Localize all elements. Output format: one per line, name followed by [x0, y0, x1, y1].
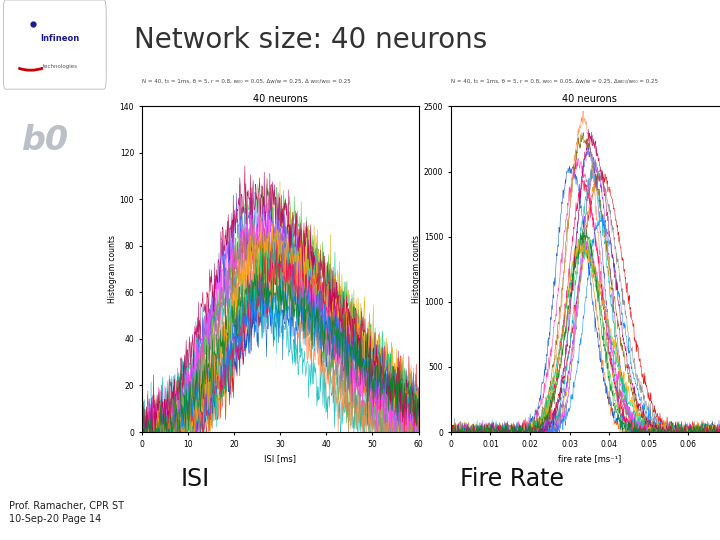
- Text: N = 40, t₀ = 1ms, θ = 5, r = 0.8, w₀₀ = 0.05, Δw/w = 0.25, Δw₀₀/w₀₀ = 0.25: N = 40, t₀ = 1ms, θ = 5, r = 0.8, w₀₀ = …: [451, 79, 658, 84]
- Text: Prof. Ramacher, CPR ST
10-Sep-20 Page 14: Prof. Ramacher, CPR ST 10-Sep-20 Page 14: [9, 501, 124, 524]
- X-axis label: fire rate [ms⁻¹]: fire rate [ms⁻¹]: [558, 454, 621, 463]
- Y-axis label: Histogram counts: Histogram counts: [412, 235, 421, 303]
- Text: Infineon: Infineon: [40, 35, 80, 43]
- Text: b0: b0: [22, 124, 70, 157]
- X-axis label: ISI [ms]: ISI [ms]: [264, 454, 296, 463]
- Text: N = 40, t₀ = 1ms, θ = 5, r = 0.8, w₀₀ = 0.05, Δw/w = 0.25, Δ w₀₀/w₀₀ = 0.25: N = 40, t₀ = 1ms, θ = 5, r = 0.8, w₀₀ = …: [142, 79, 351, 84]
- Text: ISI: ISI: [180, 467, 210, 490]
- Y-axis label: Histogram counts: Histogram counts: [108, 235, 117, 303]
- Text: Network size: 40 neurons: Network size: 40 neurons: [134, 26, 487, 55]
- Text: technologies: technologies: [42, 64, 78, 70]
- Title: 40 neurons: 40 neurons: [562, 94, 617, 104]
- Text: Fire Rate: Fire Rate: [460, 467, 564, 490]
- FancyBboxPatch shape: [4, 0, 106, 89]
- Title: 40 neurons: 40 neurons: [253, 94, 307, 104]
